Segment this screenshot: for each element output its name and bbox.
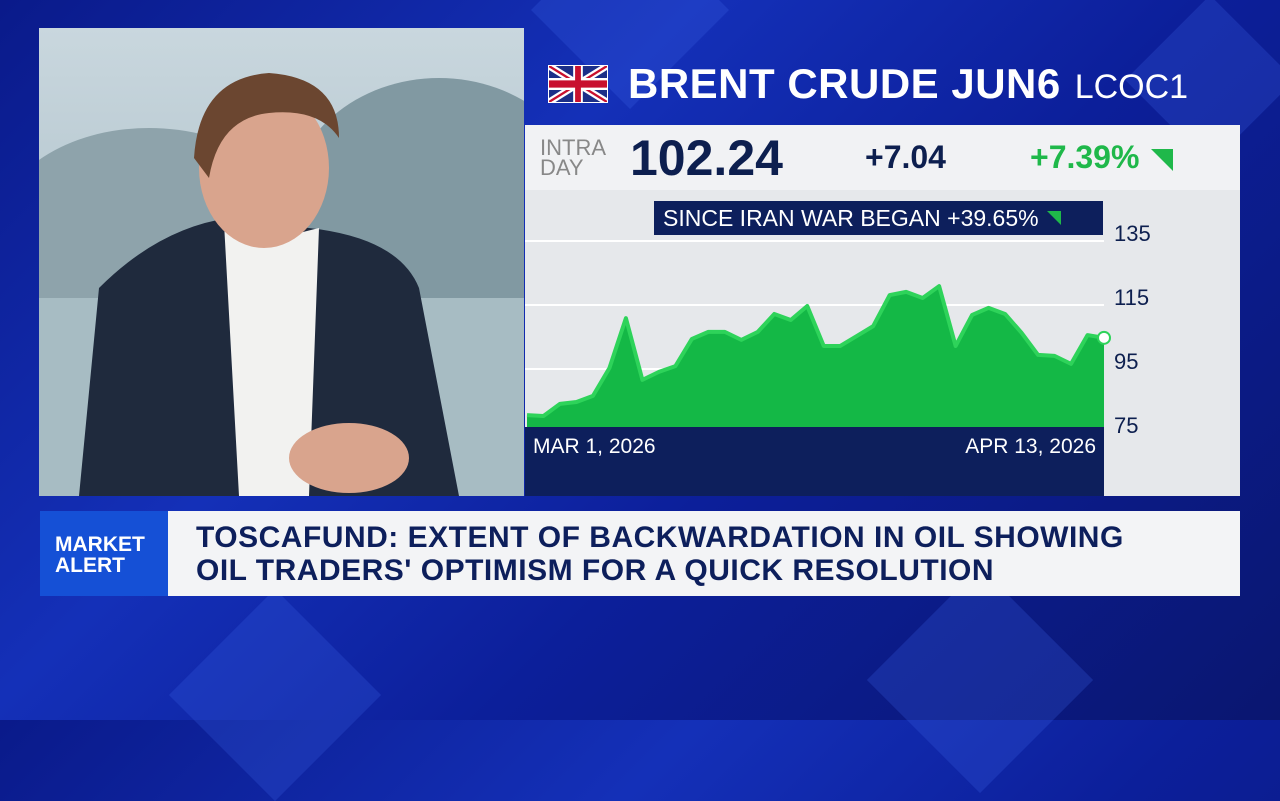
instrument-header: BRENT CRUDE JUN6 LCOC1: [548, 60, 1188, 108]
instrument-title: BRENT CRUDE JUN6: [628, 60, 1061, 108]
chart-annotation: SINCE IRAN WAR BEGAN +39.65%: [654, 201, 1103, 235]
headline: TOSCAFUND: EXTENT OF BACKWARDATION IN OI…: [168, 511, 1240, 596]
up-arrow-icon: [1047, 211, 1061, 225]
net-change: +7.04: [865, 139, 1030, 176]
guest-figure: [39, 28, 524, 496]
price-chart: SINCE IRAN WAR BEGAN +39.65% MAR 1, 2026…: [525, 190, 1240, 496]
x-start-label: MAR 1, 2026: [533, 435, 656, 459]
uk-flag-icon: [548, 65, 608, 103]
guest-video-feed: [39, 28, 524, 496]
y-tick-label: 115: [1114, 285, 1149, 311]
background-decoration: [169, 589, 381, 801]
instrument-symbol: LCOC1: [1075, 68, 1188, 107]
background-decoration: [867, 567, 1093, 793]
y-tick-label: 95: [1114, 349, 1138, 375]
price-value: 102.24: [630, 129, 865, 187]
y-tick-label: 75: [1114, 413, 1138, 439]
y-tick-label: 135: [1114, 221, 1151, 247]
up-arrow-icon: [1151, 149, 1173, 171]
percent-change: +7.39%: [1030, 139, 1173, 176]
last-price-marker: [1098, 332, 1110, 344]
x-axis-bar: MAR 1, 2026 APR 13, 2026: [525, 427, 1104, 496]
x-end-label: APR 13, 2026: [965, 435, 1096, 459]
